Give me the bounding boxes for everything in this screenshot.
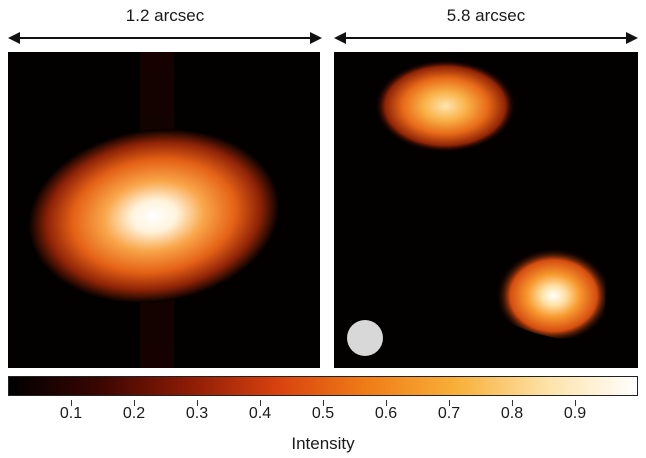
lower-source: [489, 243, 606, 339]
colorbar-tick-mark: [511, 400, 513, 406]
colorbar-tick-mark: [385, 400, 387, 406]
beam-marker: [347, 320, 383, 356]
colorbar-tick-label: 0.6: [374, 405, 398, 422]
right-scale-label: 5.8 arcsec: [446, 6, 526, 25]
colorbar-tick-mark: [574, 400, 576, 406]
right-scale-arrow: [334, 32, 638, 44]
upper-source: [374, 59, 517, 153]
colorbar-tick-label: 0.2: [122, 405, 146, 422]
left-scale-label: 1.2 arcsec: [125, 6, 205, 25]
colorbar-tick-label: 0.7: [437, 405, 461, 422]
colorbar-tick-label: 0.9: [563, 405, 587, 422]
left-image-panel: [8, 52, 320, 368]
left-scale-arrow: [8, 32, 322, 44]
colorbar-tick-label: 0.1: [59, 405, 83, 422]
colorbar-tick-mark: [196, 400, 198, 406]
colorbar-tick-label: 0.4: [248, 405, 272, 422]
colorbar-tick-mark: [133, 400, 135, 406]
intensity-colorbar: [8, 376, 638, 396]
elliptical-source: [28, 129, 280, 303]
colorbar-tick-label: 0.3: [185, 405, 209, 422]
colorbar-tick-label: 0.8: [500, 405, 524, 422]
colorbar-tick-mark: [448, 400, 450, 406]
colorbar-tick-mark: [259, 400, 261, 406]
colorbar-tick-mark: [70, 400, 72, 406]
colorbar-tick-mark: [322, 400, 324, 406]
colorbar-title: Intensity: [291, 434, 355, 453]
colorbar-tick-label: 0.5: [311, 405, 335, 422]
right-image-panel: [334, 52, 638, 368]
